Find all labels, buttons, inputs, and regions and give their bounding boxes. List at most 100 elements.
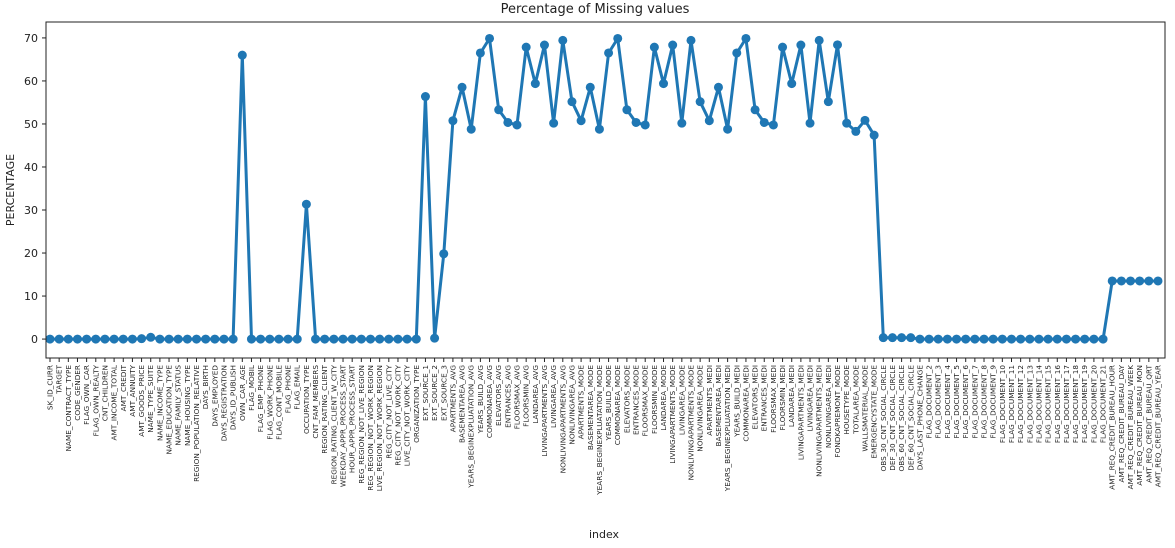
- data-point: [1034, 334, 1044, 344]
- x-tick-label: NONLIVINGAREA_MODE: [696, 365, 705, 452]
- x-tick-label: REGION_POPULATION_RELATIVE: [192, 365, 201, 482]
- x-tick-label: WALLSMATERIAL_MODE: [860, 365, 869, 452]
- x-tick-label: FLAG_DOCUMENT_13: [1025, 365, 1034, 444]
- x-tick-label: DAYS_EMPLOYED: [210, 365, 219, 427]
- x-tick-label: YEARS_BEGINEXPLUATATION_MEDI: [723, 365, 732, 492]
- x-tick-label: OCCUPATION_TYPE: [302, 365, 311, 434]
- x-tick-label: DAYS_LAST_PHONE_CHANGE: [915, 365, 924, 471]
- data-point: [1135, 276, 1145, 286]
- data-point: [265, 334, 275, 344]
- x-tick-label: YEARS_BUILD_MEDI: [732, 365, 741, 438]
- x-tick-label: CNT_CHILDREN: [100, 365, 109, 421]
- x-tick-label: YEARS_BEGINEXPLUATATION_AVG: [467, 365, 476, 489]
- series-line: [50, 37, 1158, 341]
- x-tick-label: FLAG_DOCUMENT_21: [1099, 365, 1108, 443]
- x-tick-label: FLAG_DOCUMENT_4: [943, 365, 952, 439]
- x-tick-label: FLAG_DOCUMENT_7: [970, 365, 979, 439]
- x-tick-label: LIVE_REGION_NOT_WORK_REGION: [375, 365, 384, 491]
- data-point: [118, 334, 128, 344]
- y-tick-label: 20: [24, 247, 38, 260]
- data-point: [649, 42, 659, 52]
- x-tick-label: ELEVATORS_MODE: [622, 365, 631, 433]
- x-tick-label: FLAG_CONT_MOBILE: [274, 365, 283, 440]
- x-tick-label: FLAG_DOCUMENT_3: [934, 365, 943, 439]
- x-tick-label: NONLIVINGAPARTMENTS_MEDI: [815, 365, 824, 477]
- x-tick-label: APARTMENTS_MEDI: [705, 365, 714, 436]
- x-tick-label: FLAG_DOCUMENT_17: [1062, 365, 1071, 444]
- x-tick-label: AMT_REQ_CREDIT_BUREAU_HOUR: [1108, 365, 1117, 490]
- data-point: [576, 116, 586, 126]
- x-tick-label: AMT_REQ_CREDIT_BUREAU_YEAR: [1154, 365, 1163, 487]
- data-point: [237, 50, 247, 60]
- data-point: [942, 334, 952, 344]
- data-point: [887, 333, 897, 343]
- x-tick-label: FLAG_DOCUMENT_6: [961, 365, 970, 439]
- data-point: [539, 40, 549, 50]
- data-point: [594, 124, 604, 134]
- x-tick-label: APARTMENTS_AVG: [448, 365, 457, 433]
- data-point: [997, 334, 1007, 344]
- x-tick-label: LIVINGAPARTMENTS_AVG: [540, 365, 549, 457]
- x-tick-label: DAYS_ID_PUBLISH: [229, 365, 238, 430]
- x-tick-label: AMT_REQ_CREDIT_BUREAU_WEEK: [1126, 365, 1135, 490]
- y-tick-label: 70: [24, 32, 38, 45]
- x-tick-label: FLAG_DOCUMENT_18: [1071, 365, 1080, 444]
- x-tick-label: REGION_RATING_CLIENT: [320, 364, 329, 453]
- x-tick-label: AMT_REQ_CREDIT_BUREAU_QRT: [1144, 364, 1153, 482]
- data-point: [1043, 334, 1053, 344]
- x-tick-label: AMT_REQ_CREDIT_BUREAU_MON: [1135, 365, 1144, 486]
- x-tick-label: OBS_30_CNT_SOCIAL_CIRCLE: [879, 365, 888, 472]
- x-tick-label: TOTALAREA_MODE: [851, 365, 860, 435]
- x-tick-label: LANDAREA_MEDI: [787, 365, 796, 427]
- x-tick-label: NAME_HOUSING_TYPE: [183, 365, 192, 446]
- x-tick-label: FLAG_PHONE: [284, 365, 293, 414]
- x-tick-label: ELEVATORS_MEDI: [751, 365, 760, 429]
- data-point: [301, 199, 311, 209]
- data-point: [365, 334, 375, 344]
- data-point: [878, 333, 888, 343]
- data-point: [164, 334, 174, 344]
- x-tick-label: FLOORSMAX_MEDI: [769, 365, 778, 433]
- x-tick-label: EMERGENCYSTATE_MODE: [870, 365, 879, 459]
- x-tick-label: FLAG_EMP_PHONE: [256, 365, 265, 433]
- data-point: [45, 334, 55, 344]
- data-point: [1144, 276, 1154, 286]
- x-tick-label: LIVE_CITY_NOT_WORK_CITY: [403, 364, 412, 466]
- x-tick-label: ELEVATORS_AVG: [494, 365, 503, 426]
- x-tick-label: FLAG_OWN_REALTY: [91, 364, 100, 436]
- x-tick-label: TARGET: [55, 364, 64, 394]
- data-point: [127, 334, 137, 344]
- data-point: [329, 334, 339, 344]
- data-point: [503, 117, 513, 127]
- data-point: [713, 82, 723, 92]
- data-point: [457, 82, 467, 92]
- x-tick-label: CNT_FAM_MEMBERS: [311, 365, 320, 439]
- data-point: [677, 118, 687, 128]
- data-point: [933, 334, 943, 344]
- data-point: [741, 33, 751, 43]
- data-point: [805, 118, 815, 128]
- data-point: [173, 334, 183, 344]
- y-tick-label: 10: [24, 290, 38, 303]
- data-point: [246, 334, 256, 344]
- x-tick-label: ENTRANCES_MODE: [632, 365, 641, 435]
- data-point: [1052, 334, 1062, 344]
- data-point: [311, 334, 321, 344]
- x-tick-label: NONLIVINGAREA_AVG: [567, 365, 576, 445]
- x-tick-label: EXT_SOURCE_3: [439, 365, 448, 421]
- x-tick-label: REG_REGION_NOT_LIVE_REGION: [357, 365, 366, 484]
- x-tick-label: AMT_ANNUITY: [128, 364, 137, 416]
- x-tick-label: DAYS_BIRTH: [201, 365, 210, 409]
- x-tick-label: REGION_RATING_CLIENT_W_CITY: [329, 364, 338, 484]
- data-point: [723, 124, 733, 134]
- x-tick-label: DEF_60_CNT_SOCIAL_CIRCLE: [906, 365, 915, 471]
- data-point: [210, 334, 220, 344]
- x-tick-label: LIVINGAPARTMENTS_MODE: [668, 365, 677, 464]
- data-point: [63, 334, 73, 344]
- data-point: [1071, 334, 1081, 344]
- data-point: [530, 79, 540, 89]
- data-point: [91, 334, 101, 344]
- x-tick-label: CODE_GENDER: [73, 365, 82, 421]
- data-point: [952, 334, 962, 344]
